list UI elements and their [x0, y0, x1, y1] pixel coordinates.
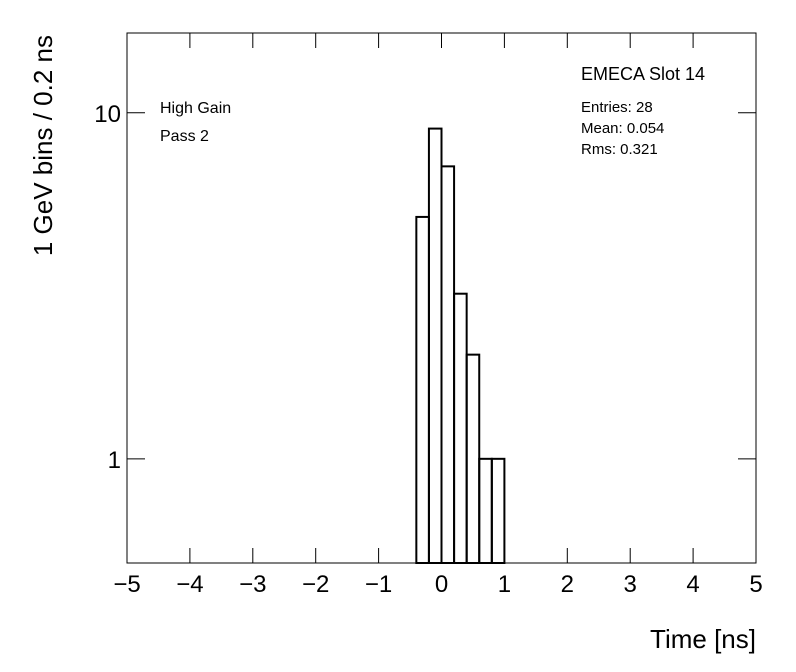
stats-line: Rms: 0.321 — [581, 141, 658, 158]
y-tick-label: 10 — [94, 101, 121, 128]
histogram-bar — [490, 457, 506, 564]
y-tick-label: 1 — [108, 447, 121, 474]
x-tick-label: −4 — [176, 571, 203, 598]
histogram-bar — [453, 292, 468, 564]
stats-line: Entries: 28 — [581, 99, 653, 116]
x-tick-label: 4 — [686, 571, 699, 598]
histogram-bar — [440, 165, 456, 565]
x-tick-label: −3 — [239, 571, 266, 598]
x-tick-label: 2 — [561, 571, 574, 598]
x-tick-label: −2 — [302, 571, 329, 598]
y-axis-title: 1 GeV bins / 0.2 ns — [28, 35, 58, 256]
annotation: High Gain — [160, 100, 231, 117]
x-tick-label: 0 — [435, 571, 448, 598]
histogram-bar — [427, 127, 443, 564]
histogram-bar — [478, 457, 493, 564]
histogram-bar — [465, 353, 481, 565]
x-tick-label: 1 — [498, 571, 511, 598]
x-tick-label: 5 — [749, 571, 762, 598]
x-tick-label: 3 — [624, 571, 637, 598]
x-tick-label: −1 — [365, 571, 392, 598]
histogram-bar — [415, 215, 430, 564]
x-axis-title: Time [ns] — [650, 624, 756, 654]
x-tick-label: −5 — [113, 571, 140, 598]
stats-line: Mean: 0.054 — [581, 120, 664, 137]
annotation: Pass 2 — [160, 128, 209, 145]
stats-title: EMECA Slot 14 — [581, 64, 705, 84]
